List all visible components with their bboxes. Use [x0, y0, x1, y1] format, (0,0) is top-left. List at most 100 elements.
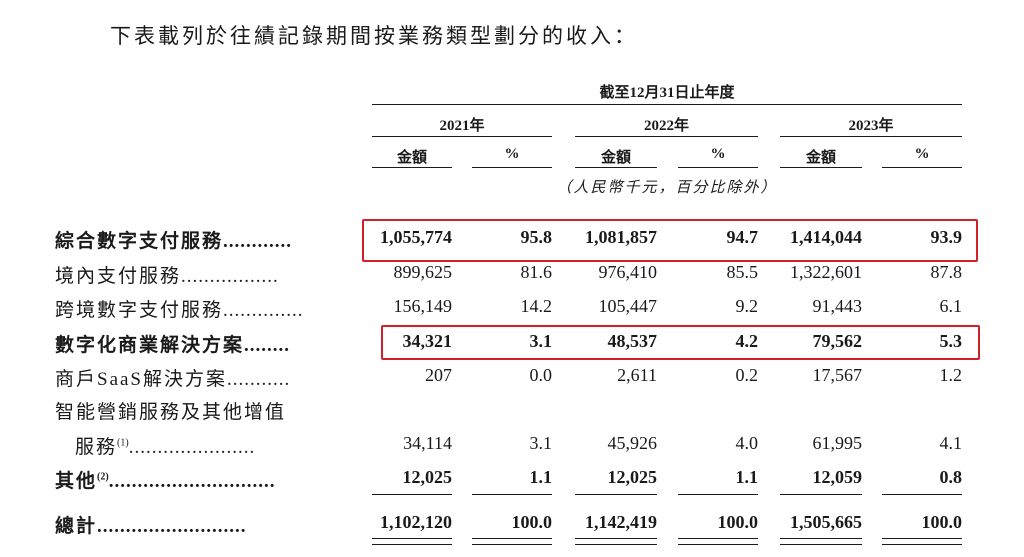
- row-label-text: 數字化商業解決方案: [55, 335, 245, 356]
- percent-cell: 4.1: [939, 433, 963, 453]
- amount-cell: 1,414,044: [790, 227, 862, 247]
- amount-cell: 1,102,120: [380, 512, 452, 532]
- amount-cell: 1,055,774: [380, 227, 452, 247]
- amount-cell: 12,059: [812, 467, 863, 487]
- amount-cell: 17,567: [812, 365, 863, 385]
- sum-rule-pct-2022: [678, 494, 758, 495]
- col-rule-amount-2023: [780, 167, 862, 168]
- highlight-box-payment: [362, 219, 978, 262]
- col-rule-pct-2023: [882, 167, 962, 168]
- amount-cell: 2,611: [617, 365, 657, 385]
- percent-cell: 93.9: [930, 227, 963, 247]
- row-label-text: 智能營銷服務及其他增值: [55, 402, 287, 423]
- footnote-marker: (1): [117, 437, 129, 449]
- row-label-text: 綜合數字支付服務: [55, 231, 224, 252]
- unit-note: （人民幣千元，百分比除外）: [556, 180, 778, 196]
- amount-cell: 1,081,857: [585, 227, 657, 247]
- amount-cell: 61,995: [812, 433, 863, 453]
- leader-dots: ..........................: [97, 516, 247, 537]
- leader-dots: ........: [244, 335, 291, 356]
- total-double-rule-amount-2021: [372, 538, 452, 545]
- col-rule-amount-2022: [575, 167, 657, 168]
- sum-rule-amount-2021: [372, 494, 452, 495]
- col-amount-2023: 金額: [805, 150, 836, 166]
- amount-cell: 1,322,601: [790, 262, 862, 282]
- row-label: 其他(2).............................: [55, 466, 275, 493]
- amount-cell: 34,321: [402, 331, 453, 351]
- footnote-marker: (2): [97, 471, 109, 483]
- percent-cell: 5.3: [939, 331, 963, 351]
- sum-rule-pct-2021: [472, 494, 552, 495]
- amount-cell: 34,114: [403, 433, 452, 453]
- amount-cell: 1,142,419: [585, 512, 657, 532]
- row-label: 服務(1)......................: [75, 432, 255, 459]
- leader-dots: .............................: [108, 471, 276, 492]
- amount-cell: 12,025: [402, 467, 453, 487]
- percent-cell: 100.0: [717, 512, 759, 532]
- percent-cell: 4.2: [735, 331, 759, 351]
- percent-cell: 95.8: [520, 227, 553, 247]
- highlight-box-digital: [381, 325, 980, 360]
- percent-cell: 1.2: [939, 365, 963, 385]
- percent-cell: 100.0: [921, 512, 963, 532]
- percent-cell: 4.0: [735, 433, 759, 453]
- amount-cell: 976,410: [598, 262, 658, 282]
- row-label-text: 跨境數字支付服務: [55, 300, 224, 321]
- sum-rule-amount-2022: [575, 494, 657, 495]
- leader-dots: ..............: [223, 300, 304, 321]
- sum-rule-amount-2023: [780, 494, 862, 495]
- total-double-rule-pct-2022: [678, 538, 758, 545]
- amount-cell: 91,443: [812, 296, 863, 316]
- percent-cell: 6.1: [939, 296, 963, 316]
- year-2023: 2023年: [848, 118, 894, 134]
- total-double-rule-pct-2021: [472, 538, 552, 545]
- percent-cell: 85.5: [726, 262, 759, 282]
- row-label-text: 總計: [55, 516, 98, 537]
- year-2021: 2021年: [439, 118, 485, 134]
- row-label-text: 境內支付服務: [55, 266, 182, 287]
- intro-text: 下表載列於往績記錄期間按業務類型劃分的收入：: [110, 24, 638, 48]
- total-double-rule-pct-2023: [882, 538, 962, 545]
- col-pct-2021: %: [504, 146, 520, 162]
- row-label-text: 商戶SaaS解決方案: [55, 369, 228, 390]
- col-amount-2022: 金額: [600, 150, 631, 166]
- percent-cell: 3.1: [529, 331, 553, 351]
- row-label-text: 服務: [75, 437, 118, 458]
- row-label: 商戶SaaS解決方案...........: [55, 364, 290, 391]
- percent-cell: 87.8: [930, 262, 963, 282]
- percent-cell: 1.1: [735, 467, 759, 487]
- amount-cell: 899,625: [393, 262, 453, 282]
- col-rule-amount-2021: [372, 167, 452, 168]
- col-rule-pct-2021: [472, 167, 552, 168]
- amount-cell: 45,926: [607, 433, 658, 453]
- period-header: 截至12月31日止年度: [599, 85, 735, 101]
- percent-cell: 0.2: [735, 365, 759, 385]
- percent-cell: 1.1: [529, 467, 553, 487]
- col-rule-pct-2022: [678, 167, 758, 168]
- percent-cell: 14.2: [520, 296, 553, 316]
- total-double-rule-amount-2022: [575, 538, 657, 545]
- total-double-rule-amount-2023: [780, 538, 862, 545]
- col-amount-2021: 金額: [396, 150, 427, 166]
- percent-cell: 94.7: [726, 227, 759, 247]
- leader-dots: ............: [223, 231, 293, 252]
- amount-cell: 12,025: [607, 467, 658, 487]
- row-label: 總計..........................: [55, 511, 247, 538]
- col-pct-2022: %: [710, 146, 726, 162]
- percent-cell: 9.2: [735, 296, 759, 316]
- row-label: 跨境數字支付服務..............: [55, 295, 304, 322]
- percent-cell: 100.0: [511, 512, 553, 532]
- percent-cell: 0.0: [529, 365, 553, 385]
- percent-cell: 81.6: [520, 262, 553, 282]
- leader-dots: .................: [181, 266, 279, 287]
- amount-cell: 156,149: [393, 296, 453, 316]
- year-rule-2022: [575, 136, 758, 137]
- period-rule: [372, 104, 962, 105]
- percent-cell: 0.8: [939, 467, 963, 487]
- row-label: 智能營銷服務及其他增值: [55, 397, 286, 424]
- leader-dots: ......................: [128, 437, 256, 458]
- row-label: 數字化商業解決方案........: [55, 330, 290, 357]
- amount-cell: 48,537: [607, 331, 658, 351]
- row-label: 境內支付服務.................: [55, 261, 279, 288]
- amount-cell: 1,505,665: [790, 512, 862, 532]
